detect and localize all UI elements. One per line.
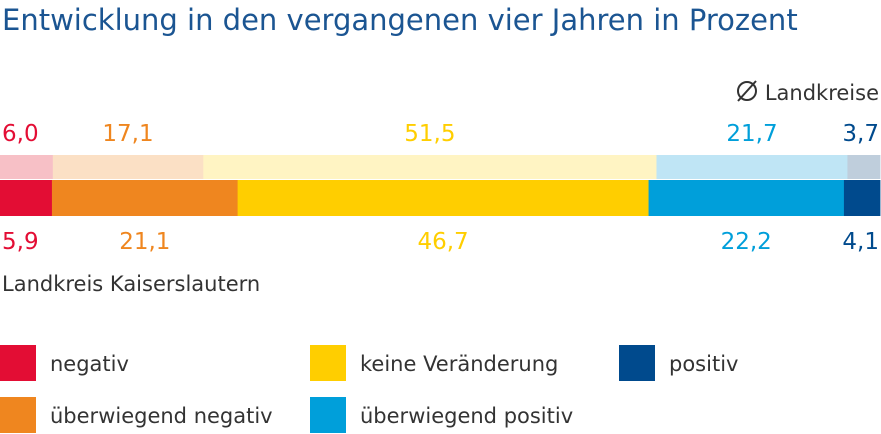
series-label-average: Landkreise (737, 80, 879, 105)
kaiserslautern-value-labels: 5,9 21,1 46,7 22,2 4,1 (2, 229, 879, 255)
kaiserslautern-value-label-5: 4,1 (842, 229, 879, 255)
legend-swatch-1 (0, 345, 36, 381)
average-value-labels: 6,0 17,1 51,5 21,7 3,7 (2, 121, 879, 147)
average-bar (0, 155, 881, 179)
average-value-label-2: 17,1 (102, 121, 153, 147)
average-segment-4 (656, 155, 848, 179)
legend-label-1: negativ (50, 352, 129, 376)
legend: negativ keine Veränderung positiv überwiege… (0, 345, 738, 433)
chart-title: Entwicklung in den vergangenen vier Jahr… (2, 3, 798, 37)
legend-label-3: positiv (669, 352, 738, 376)
average-series-label: Landkreise (765, 81, 879, 105)
kaiserslautern-segment-3 (237, 180, 649, 216)
average-value-label-1: 6,0 (2, 121, 39, 147)
kaiserslautern-segment-5 (843, 180, 881, 216)
average-segment-5 (847, 155, 881, 179)
kaiserslautern-segment-2 (51, 180, 238, 216)
legend-label-5: überwiegend positiv (360, 404, 573, 428)
average-value-label-4: 21,7 (726, 121, 777, 147)
kaiserslautern-value-label-1: 5,9 (2, 229, 39, 255)
kaiserslautern-value-label-2: 21,1 (119, 229, 170, 255)
legend-swatch-4 (0, 397, 36, 433)
average-value-label-3: 51,5 (404, 121, 455, 147)
legend-label-2: keine Veränderung (360, 352, 558, 376)
legend-swatch-2 (310, 345, 346, 381)
kaiserslautern-value-label-3: 46,7 (417, 229, 468, 255)
kaiserslautern-value-label-4: 22,2 (721, 229, 772, 255)
kaiserslautern-series-label: Landkreis Kaiserslautern (2, 272, 260, 296)
kaiserslautern-bar (0, 180, 881, 216)
average-symbol-slash (737, 80, 757, 102)
kaiserslautern-segment-4 (648, 180, 845, 216)
legend-swatch-3 (619, 345, 655, 381)
average-value-label-5: 3,7 (842, 121, 879, 147)
average-segment-2 (52, 155, 204, 179)
legend-swatch-5 (310, 397, 346, 433)
average-symbol-icon (737, 81, 757, 101)
average-segment-3 (203, 155, 657, 179)
average-segment-1 (0, 155, 54, 179)
kaiserslautern-segment-1 (0, 180, 53, 216)
legend-label-4: überwiegend negativ (50, 404, 273, 428)
